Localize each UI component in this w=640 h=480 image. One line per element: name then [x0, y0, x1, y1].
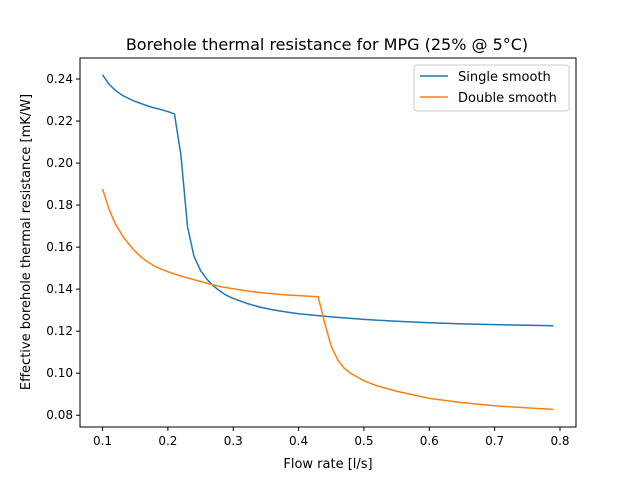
- legend-frame: [413, 64, 570, 112]
- y-tick-label: 0.10: [46, 366, 73, 380]
- x-tick-label: 0.6: [420, 434, 439, 448]
- x-axis-label: Flow rate [l/s]: [283, 457, 372, 472]
- x-tick-label: 0.2: [158, 434, 177, 448]
- y-tick-label: 0.18: [46, 198, 73, 212]
- x-axis: 0.1 0.2 0.3 0.4 0.5 0.6 0.7 0.8: [93, 427, 570, 448]
- axes-frame: [79, 57, 577, 428]
- legend: Single smooth Double smooth: [413, 64, 570, 112]
- chart-title: Borehole thermal resistance for MPG (25%…: [126, 35, 528, 54]
- y-axis-label: Effective borehole thermal resistance [m…: [19, 94, 34, 390]
- y-axis: 0.08 0.10 0.12 0.14 0.16 0.18 0.20 0.22 0.24: [46, 72, 80, 422]
- y-tick-label: 0.22: [46, 114, 73, 128]
- y-tick-label: 0.16: [46, 240, 73, 254]
- y-tick-label: 0.24: [46, 72, 73, 86]
- series-layer: [101, 74, 554, 411]
- x-tick-label: 0.4: [289, 434, 308, 448]
- y-tick-label: 0.08: [46, 408, 73, 422]
- y-tick-label: 0.20: [46, 156, 73, 170]
- y-tick-label: 0.14: [46, 282, 73, 296]
- series-line-single-smooth: [101, 74, 554, 327]
- y-tick-label: 0.12: [46, 324, 73, 338]
- legend-label-single-smooth: Single smooth: [458, 70, 551, 85]
- x-tick-label: 0.8: [550, 434, 569, 448]
- x-tick-label: 0.7: [485, 434, 504, 448]
- x-tick-label: 0.3: [224, 434, 243, 448]
- legend-label-double-smooth: Double smooth: [458, 91, 557, 106]
- series-line-double-smooth: [101, 188, 554, 411]
- x-tick-label: 0.1: [93, 434, 112, 448]
- x-tick-label: 0.5: [354, 434, 373, 448]
